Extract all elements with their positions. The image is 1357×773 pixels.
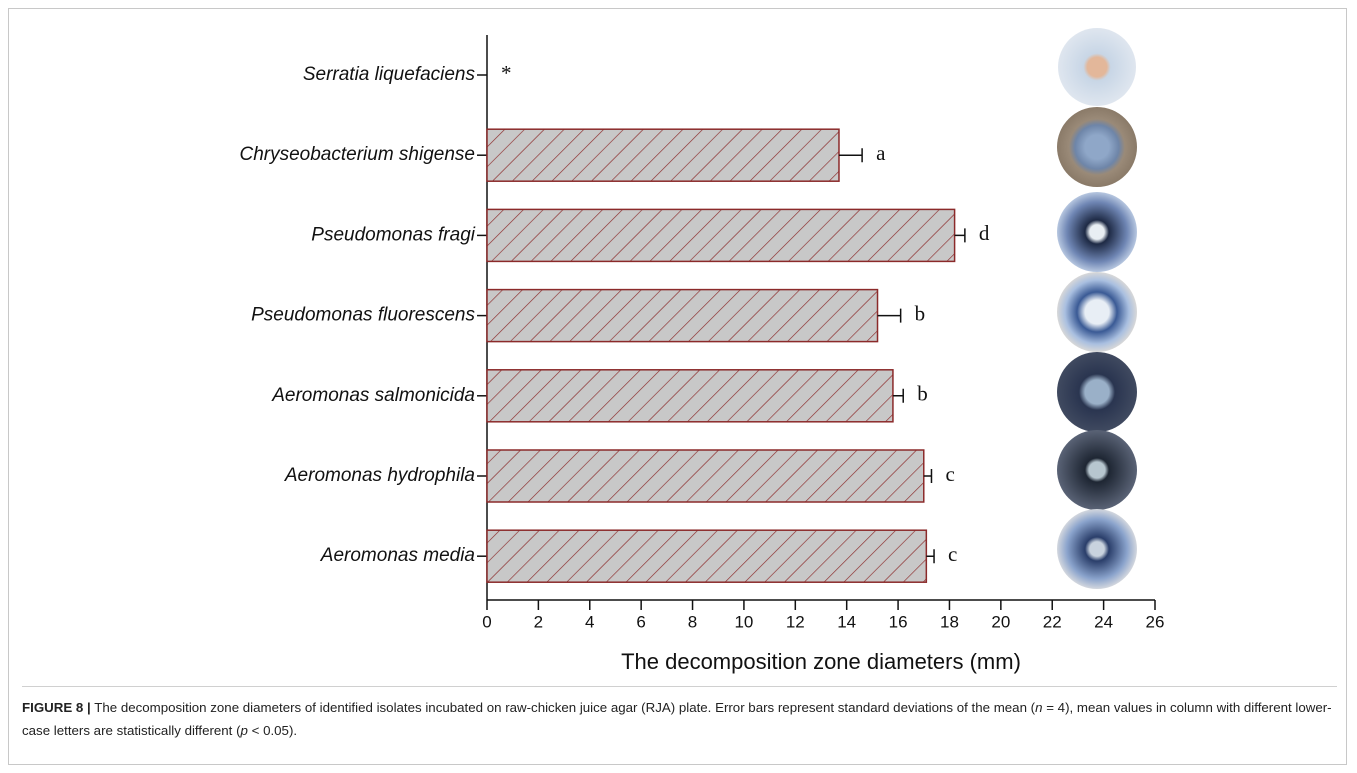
plate-image — [1057, 430, 1137, 510]
caption-label: FIGURE 8 | — [22, 700, 91, 715]
significance-label: b — [917, 382, 928, 406]
plate-image — [1057, 352, 1137, 432]
plate-image — [1057, 107, 1137, 187]
caption: FIGURE 8 | The decomposition zone diamet… — [22, 696, 1337, 742]
x-axis-title: The decomposition zone diameters (mm) — [621, 649, 1021, 674]
error-bar — [955, 228, 965, 242]
x-tick-label: 24 — [1094, 612, 1113, 631]
x-tick-label: 8 — [688, 612, 697, 631]
x-tick-label: 14 — [837, 612, 856, 631]
x-tick-label: 16 — [889, 612, 908, 631]
bar — [487, 209, 955, 261]
significance-label: c — [948, 542, 957, 566]
plate-image — [1057, 192, 1137, 272]
plate-images — [1057, 28, 1137, 589]
x-tick-label: 20 — [991, 612, 1010, 631]
significance-label: * — [501, 61, 512, 85]
y-tick-label: Pseudomonas fluorescens — [251, 305, 475, 326]
caption-text: The decomposition zone diameters of iden… — [94, 700, 1035, 715]
x-tick-label: 22 — [1043, 612, 1062, 631]
caption-text: < 0.05). — [248, 723, 297, 738]
x-tick-label: 18 — [940, 612, 959, 631]
bar — [487, 370, 893, 422]
x-tick-label: 0 — [482, 612, 491, 631]
y-tick-label: Chryseobacterium shigense — [239, 144, 475, 165]
x-tick-label: 2 — [534, 612, 543, 631]
caption-text: n — [1035, 700, 1042, 715]
bar — [487, 450, 924, 502]
significance-label: c — [945, 462, 954, 486]
plate-image — [1057, 272, 1137, 352]
separator — [22, 686, 1337, 687]
chart: The decomposition zone diameters (mm) 0 2… — [0, 0, 1357, 690]
x-tick-label: 10 — [734, 612, 753, 631]
y-tick-label: Aeromonas hydrophila — [284, 465, 475, 486]
y-tick-label: Pseudomonas fragi — [311, 224, 475, 245]
error-bar — [926, 549, 934, 563]
significance-label: d — [979, 221, 990, 245]
x-tick-label: 12 — [786, 612, 805, 631]
x-tick-label: 26 — [1146, 612, 1165, 631]
x-tick-label: 4 — [585, 612, 594, 631]
bar — [487, 129, 839, 181]
significance-label: b — [915, 301, 926, 325]
plate-image — [1058, 28, 1136, 106]
plate-image — [1057, 509, 1137, 589]
y-tick-label: Aeromonas media — [320, 545, 475, 566]
significance-label: a — [876, 141, 886, 165]
error-bar — [878, 309, 901, 323]
bar — [487, 530, 926, 582]
error-bar — [839, 148, 862, 162]
x-tick-label: 6 — [636, 612, 645, 631]
y-tick-label: Aeromonas salmonicida — [271, 385, 475, 406]
error-bar — [893, 389, 903, 403]
y-tick-label: Serratia liquefaciens — [303, 64, 476, 85]
bar — [487, 290, 878, 342]
caption-text: p — [241, 723, 248, 738]
error-bar — [924, 469, 932, 483]
